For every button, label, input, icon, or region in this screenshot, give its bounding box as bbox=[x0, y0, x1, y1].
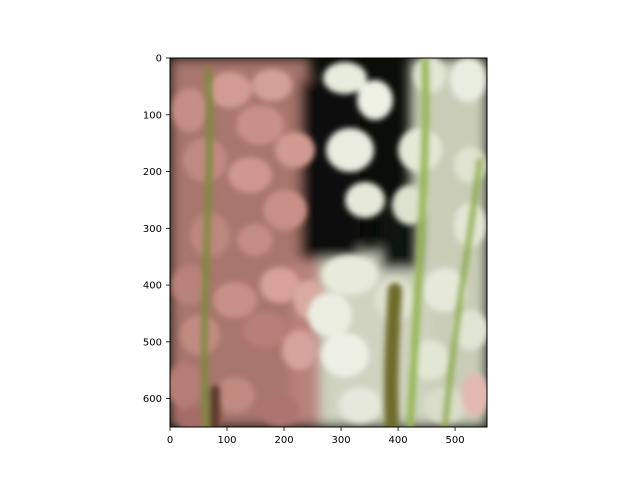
x-tick-label: 200 bbox=[274, 435, 293, 446]
y-tick-label: 600 bbox=[143, 394, 162, 405]
y-tick-label: 100 bbox=[143, 110, 162, 121]
x-tick-label: 300 bbox=[331, 435, 350, 446]
y-tick-label: 400 bbox=[143, 281, 162, 292]
y-tick-label: 500 bbox=[143, 337, 162, 348]
x-axis: 0 100 200 300 400 500 bbox=[167, 427, 465, 446]
y-tick-label: 300 bbox=[143, 224, 162, 235]
axes-frame bbox=[169, 57, 488, 428]
x-tick-label: 0 bbox=[167, 435, 173, 446]
x-tick-label: 500 bbox=[446, 435, 465, 446]
y-axis: 0 100 200 300 400 500 600 bbox=[143, 54, 170, 405]
x-tick-label: 400 bbox=[389, 435, 408, 446]
image-plot bbox=[170, 58, 487, 427]
y-tick-label: 200 bbox=[143, 167, 162, 178]
x-tick-label: 100 bbox=[217, 435, 236, 446]
y-tick-label: 0 bbox=[156, 54, 162, 65]
